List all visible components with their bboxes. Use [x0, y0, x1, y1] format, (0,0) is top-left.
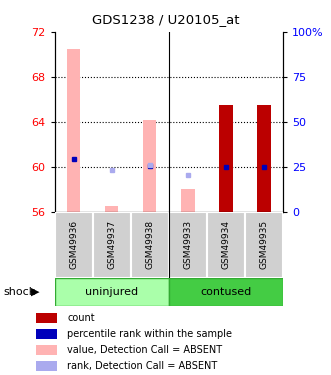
Text: rank, Detection Call = ABSENT: rank, Detection Call = ABSENT [68, 361, 217, 371]
Text: contused: contused [200, 286, 252, 297]
Bar [36, 313, 57, 323]
Text: ▶: ▶ [30, 286, 39, 297]
Bar [55, 278, 169, 306]
Bar [36, 361, 57, 371]
Bar [245, 212, 283, 278]
Text: GSM49933: GSM49933 [183, 220, 192, 269]
Bar [219, 105, 233, 212]
Bar [207, 212, 245, 278]
Text: GSM49937: GSM49937 [107, 220, 116, 269]
Bar [67, 49, 80, 212]
Text: uninjured: uninjured [85, 286, 138, 297]
Text: GSM49936: GSM49936 [69, 220, 78, 269]
Bar [131, 212, 169, 278]
Text: GSM49935: GSM49935 [260, 220, 268, 269]
Bar [169, 212, 207, 278]
Bar [105, 206, 118, 212]
Text: GDS1238 / U20105_at: GDS1238 / U20105_at [92, 13, 239, 26]
Text: count: count [68, 313, 95, 323]
Bar [181, 189, 195, 212]
Bar [36, 345, 57, 355]
Text: value, Detection Call = ABSENT: value, Detection Call = ABSENT [68, 345, 222, 355]
Bar [36, 329, 57, 339]
Text: percentile rank within the sample: percentile rank within the sample [68, 329, 232, 339]
Text: GSM49934: GSM49934 [221, 220, 230, 269]
Bar [93, 212, 131, 278]
Bar [169, 278, 283, 306]
Text: GSM49938: GSM49938 [145, 220, 154, 269]
Bar [257, 105, 271, 212]
Bar [55, 212, 93, 278]
Bar [143, 120, 157, 212]
Text: shock: shock [3, 286, 35, 297]
